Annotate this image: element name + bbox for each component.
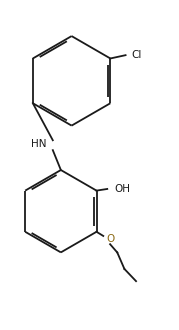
Text: OH: OH	[114, 184, 130, 194]
Text: HN: HN	[31, 139, 47, 148]
Text: O: O	[107, 234, 115, 244]
Text: Cl: Cl	[132, 50, 142, 60]
